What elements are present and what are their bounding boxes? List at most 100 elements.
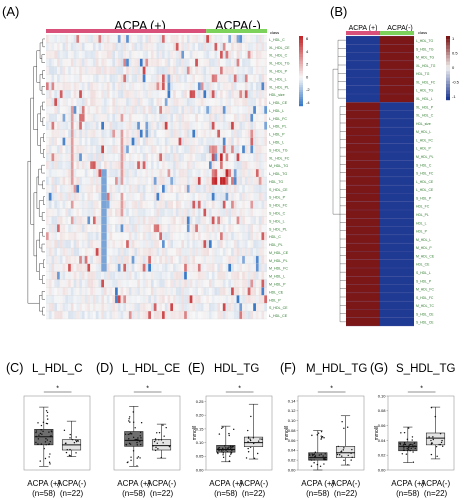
heatmap-cell <box>170 74 174 83</box>
heatmap-cell <box>162 121 165 130</box>
heatmap-cell <box>120 66 124 75</box>
heatmap-cell <box>117 232 121 241</box>
heatmap-cell <box>181 200 185 209</box>
heatmap-cell <box>126 82 129 91</box>
heatmap-cell <box>186 113 190 122</box>
heatmap-cell <box>153 137 157 146</box>
heatmap-cell <box>73 216 77 225</box>
heatmap-cell <box>68 271 71 280</box>
heatmap-cell <box>120 106 124 114</box>
heatmap-cell <box>145 248 149 256</box>
heatmap-cell <box>250 42 254 51</box>
heatmap-cell <box>79 161 82 170</box>
heatmap-cell <box>233 248 237 256</box>
heatmap-cell <box>79 129 82 138</box>
heatmap-cell <box>104 263 107 272</box>
heatmap-cell <box>346 292 380 302</box>
heatmap-cell <box>225 224 229 233</box>
heatmap-cell <box>247 42 251 51</box>
heatmap-cell <box>48 161 52 170</box>
heatmap-cell <box>239 106 243 114</box>
heatmap-cell <box>104 255 107 264</box>
heatmap-cell <box>81 208 85 217</box>
heatmap-cell <box>208 113 212 122</box>
heatmap-cell <box>51 129 55 138</box>
heatmap-cell <box>173 216 176 225</box>
heatmap-cell <box>68 145 71 154</box>
row-label: S_HDL_CE <box>416 312 434 316</box>
heatmap-cell <box>175 177 179 185</box>
plot-frame <box>387 395 455 471</box>
heatmap-cell <box>150 271 154 280</box>
heatmap-cell <box>70 35 74 43</box>
heatmap-cell <box>142 263 146 272</box>
heatmap-cell <box>195 279 198 288</box>
heatmap-cell <box>217 42 221 51</box>
heatmap-cell <box>225 90 229 99</box>
heatmap-cell <box>81 216 85 225</box>
heatmap-cell <box>178 295 182 304</box>
heatmap-cell <box>175 184 179 193</box>
heatmap-cell <box>79 311 82 320</box>
heatmap-cell <box>115 192 118 201</box>
heatmap-cell <box>255 58 259 67</box>
row-label: M_HDL_CE <box>269 251 289 255</box>
heatmap-cell <box>203 169 207 178</box>
heatmap-cell <box>233 224 237 233</box>
heatmap-cell <box>181 106 185 114</box>
heatmap-cell <box>253 224 256 233</box>
data-point <box>128 416 131 418</box>
heatmap-cell <box>264 42 268 51</box>
heatmap-cell <box>159 113 163 122</box>
heatmap-cell <box>175 106 179 114</box>
heatmap-cell <box>148 232 152 241</box>
heatmap-cell <box>90 50 94 59</box>
heatmap-cell <box>167 35 171 43</box>
heatmap-cell <box>128 82 132 91</box>
heatmap-cell <box>51 121 55 130</box>
legend-swatch <box>299 71 303 74</box>
heatmap-cell <box>239 303 243 312</box>
heatmap-cell <box>173 42 176 51</box>
heatmap-cell <box>79 279 82 288</box>
heatmap-cell <box>184 169 187 178</box>
heatmap-cell <box>222 58 226 67</box>
heatmap-cell <box>211 58 215 67</box>
heatmap-cell <box>79 42 82 51</box>
row-label: XL_HDL_FC <box>416 80 436 84</box>
heatmap-cell <box>170 216 174 225</box>
heatmap-cell <box>142 271 146 280</box>
heatmap-cell <box>173 248 176 256</box>
data-point <box>137 456 140 458</box>
heatmap-cell <box>170 255 174 264</box>
heatmap-cell <box>139 263 143 272</box>
heatmap-cell <box>170 192 174 201</box>
heatmap-cell <box>109 248 113 256</box>
heatmap-cell <box>206 50 210 59</box>
heatmap-cell <box>181 137 185 146</box>
heatmap-cell <box>217 106 221 114</box>
heatmap-cell <box>258 129 262 138</box>
heatmap-cell <box>59 161 63 170</box>
heatmap-cell <box>51 255 55 264</box>
heatmap-cell <box>142 106 146 114</box>
heatmap-cell <box>173 35 176 43</box>
heatmap-cell <box>79 106 82 114</box>
sample-size-label: (n=22) <box>60 489 84 498</box>
heatmap-cell <box>175 35 179 43</box>
heatmap-cell <box>253 287 256 296</box>
heatmap-cell <box>48 82 52 91</box>
heatmap-cell <box>104 184 107 193</box>
heatmap-cell <box>192 303 196 312</box>
heatmap-cell <box>153 295 157 304</box>
heatmap-cell <box>197 121 201 130</box>
heatmap-cell <box>225 208 229 217</box>
heatmap-cell <box>208 50 212 59</box>
heatmap-cell <box>112 192 116 201</box>
heatmap-cell <box>90 74 94 83</box>
data-point <box>247 437 250 439</box>
heatmap-cell <box>258 263 262 272</box>
heatmap-cell <box>228 106 232 114</box>
heatmap-cell <box>197 58 201 67</box>
